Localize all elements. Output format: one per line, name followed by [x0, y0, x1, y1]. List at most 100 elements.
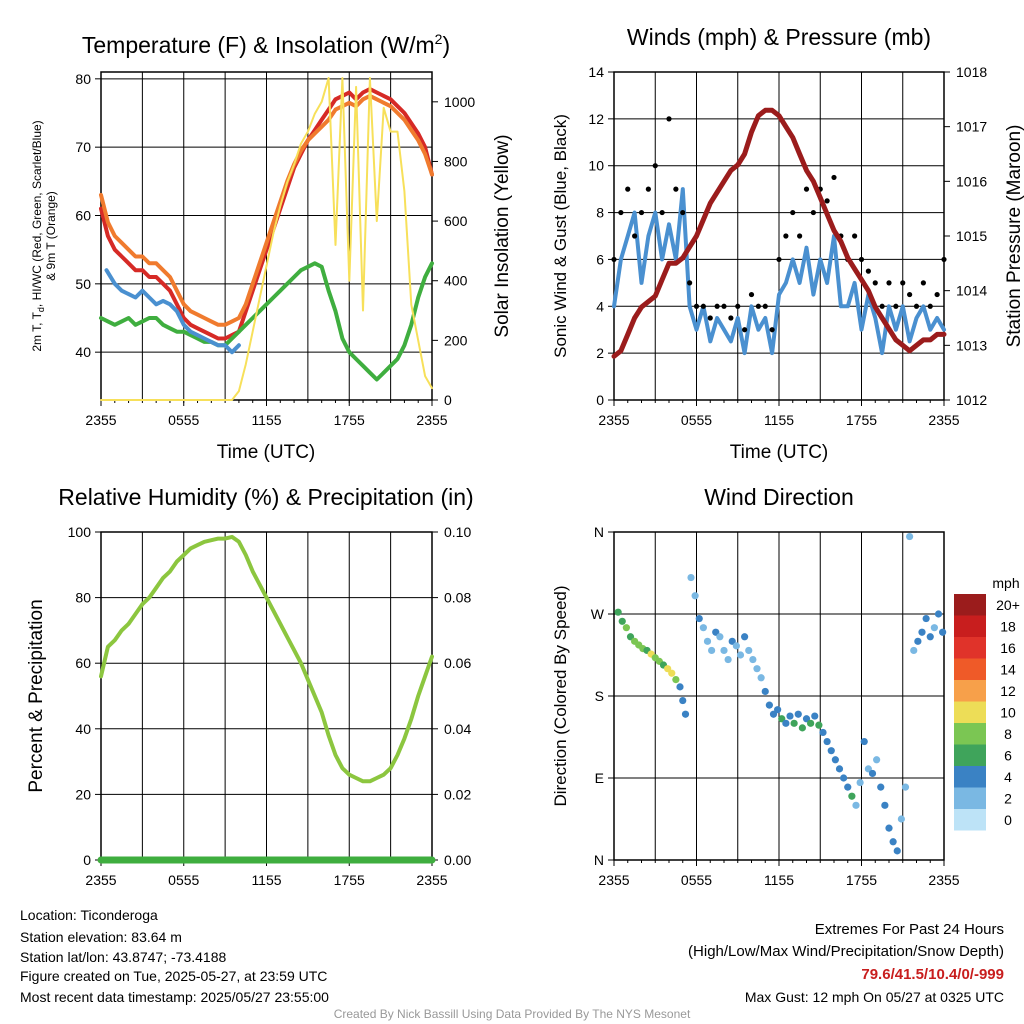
dir-xtick-label: 2355: [598, 872, 629, 888]
dir-ytick-label: W: [591, 606, 605, 622]
dir-point: [844, 783, 852, 791]
colorbar-swatch: [954, 680, 986, 702]
rh-xtick-label: 0555: [168, 872, 199, 888]
dir-point: [699, 624, 707, 632]
wind-gust-point: [879, 303, 885, 309]
dir-point: [794, 710, 802, 718]
wind-series-pressure: [611, 107, 947, 359]
colorbar-label: 0: [1004, 812, 1012, 828]
colorbar-label: 16: [1000, 640, 1016, 656]
colorbar-swatch: [954, 809, 986, 831]
wind-gust-point: [797, 233, 803, 239]
temp-xtick-label: 2355: [416, 412, 447, 428]
wind-gust-point: [872, 280, 878, 286]
dir-point: [868, 769, 877, 778]
dir-point: [835, 765, 844, 773]
temp-ytick-label: 40: [75, 344, 91, 360]
rh-panel: 2355 0555 1155 1755 2355 0 20 40 60 80 100 0.00 0.02…: [68, 524, 472, 888]
colorbar-title: mph: [992, 575, 1019, 591]
wind-gust-point: [783, 233, 789, 239]
dir-point: [676, 683, 684, 691]
wind-gust-point: [680, 209, 686, 216]
dir-point: [703, 637, 712, 645]
dir-title: Wind Direction: [704, 484, 854, 510]
dir-xtick-label: 1755: [846, 872, 877, 888]
dir-point: [831, 756, 839, 764]
wind-gust-point: [831, 174, 837, 181]
dir-ylabel: Direction (Colored By Speed): [551, 585, 570, 806]
dir-point: [736, 651, 745, 659]
wind-gust-point: [907, 291, 913, 298]
dir-point: [914, 637, 922, 645]
dir-point: [708, 646, 716, 655]
dir-point: [827, 747, 835, 755]
wind-gust-point: [638, 209, 645, 216]
extremes-title: Extremes For Past 24 Hours: [814, 921, 1004, 938]
rh-ytick-label: 100: [68, 524, 92, 540]
wind-gust-point: [700, 303, 706, 309]
dir-point: [687, 573, 695, 582]
wind-ytick-label: 14: [588, 64, 604, 80]
temp-y2tick-label: 200: [444, 332, 468, 348]
dir-point: [918, 628, 926, 636]
rh-y2tick-label: 0.10: [444, 524, 471, 540]
dir-point: [840, 774, 848, 782]
wind-y2tick-label: 1015: [956, 228, 987, 244]
wind-gust-point: [824, 198, 830, 204]
rh-xtick-label: 1755: [334, 872, 365, 888]
colorbar-swatch: [954, 787, 986, 809]
wind-ytick-label: 0: [596, 392, 604, 408]
dir-point: [823, 737, 831, 746]
wind-gust-point: [632, 233, 638, 239]
temp-y2tick-label: 800: [444, 153, 468, 169]
temp-ylabel-right: Solar Insolation (Yellow): [492, 134, 513, 337]
dir-point: [864, 765, 872, 773]
temp-ytick-label: 50: [75, 276, 91, 292]
wind-ytick-label: 2: [596, 345, 604, 361]
wind-gust-point: [625, 186, 631, 192]
dir-point: [922, 614, 930, 623]
temp-series-hi-wc: [99, 261, 434, 382]
rh-ylabel: Percent & Precipitation: [26, 599, 47, 792]
dir-point: [753, 665, 761, 673]
colorbar-swatch: [954, 637, 986, 659]
wind-gust-point: [673, 186, 679, 192]
wind-y2tick-label: 1012: [956, 392, 987, 408]
dir-point: [848, 792, 856, 800]
dir-point: [774, 706, 782, 714]
wind-gust-point: [852, 233, 858, 239]
wind-gust-point: [714, 303, 720, 309]
rh-title: Relative Humidity (%) & Precipitation (i…: [58, 484, 473, 510]
dir-ytick-label: N: [594, 852, 604, 868]
dir-point: [745, 646, 753, 655]
rh-y2tick-label: 0.06: [444, 655, 471, 671]
dir-ytick-label: E: [595, 770, 604, 786]
dir-point: [761, 687, 769, 696]
rh-xtick-label: 1155: [251, 872, 281, 888]
dir-point: [672, 676, 680, 684]
dir-point: [881, 801, 889, 809]
wind-ytick-label: 8: [596, 205, 604, 221]
dir-point: [885, 824, 893, 832]
temp-xtick-label: 2355: [85, 412, 116, 428]
wind-gust-point: [920, 280, 926, 286]
colorbar-swatch: [954, 701, 986, 723]
dir-point: [889, 838, 897, 846]
colorbar-label: 18: [1000, 619, 1016, 635]
temp-y2tick-label: 0: [444, 392, 452, 408]
temp-ytick-label: 80: [75, 71, 91, 87]
temp-xtick-label: 1155: [251, 412, 281, 428]
dir-point: [626, 633, 635, 641]
temp-ytick-label: 60: [75, 208, 91, 224]
colorbar-label: 8: [1004, 726, 1012, 742]
dir-point: [926, 633, 934, 641]
colorbar-label: 12: [1000, 683, 1016, 699]
wind-gust-point: [707, 315, 713, 321]
temp-xtick-label: 0555: [168, 412, 199, 428]
wind-y2tick-label: 1014: [956, 283, 987, 299]
credit-line: Created By Nick Bassill Using Data Provi…: [333, 1007, 691, 1021]
wind-gust-point: [728, 315, 734, 321]
wind-ytick-label: 10: [588, 158, 604, 174]
dir-point: [741, 633, 749, 641]
wind-gust-point: [742, 327, 748, 333]
